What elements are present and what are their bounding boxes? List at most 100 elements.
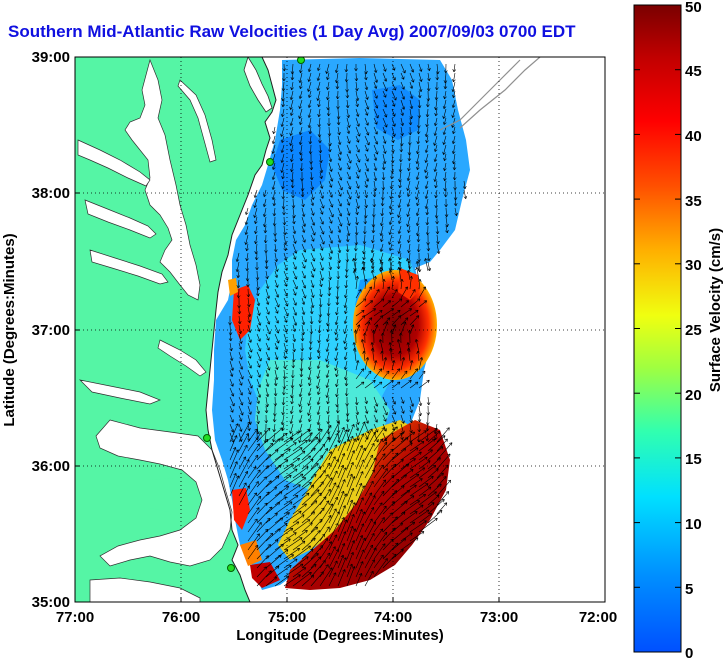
velocity-arrow [364, 117, 369, 126]
velocity-arrow [397, 243, 402, 254]
velocity-arrow [364, 308, 376, 317]
velocity-arrow [292, 450, 306, 461]
velocity-arrow [397, 198, 402, 208]
velocity-arrow [409, 275, 413, 290]
velocity-arrow [264, 252, 269, 264]
velocity-arrow [238, 360, 244, 370]
velocity-arrow [400, 300, 409, 308]
velocity-arrow [280, 162, 285, 173]
velocity-arrow [427, 431, 441, 443]
station-marker [297, 57, 305, 64]
velocity-arrow [373, 108, 379, 119]
velocity-arrow [415, 189, 420, 200]
velocity-arrow [380, 207, 385, 217]
velocity-arrow [236, 288, 241, 299]
velocity-arrow [300, 342, 304, 352]
velocity-arrow [272, 198, 277, 207]
velocity-arrow [281, 396, 286, 406]
velocity-arrow [407, 153, 412, 162]
velocity-arrow [292, 252, 297, 260]
velocity-arrow [310, 545, 324, 560]
velocity-arrow [463, 189, 468, 200]
velocity-arrow [416, 432, 421, 443]
velocity-arrow [290, 378, 295, 389]
velocity-arrow [373, 531, 388, 551]
velocity-arrow [355, 421, 366, 443]
velocity-arrow [443, 117, 447, 125]
velocity-arrow [264, 244, 268, 254]
velocity-arrow [283, 360, 287, 370]
velocity-arrow [400, 317, 409, 326]
velocity-arrow [337, 171, 343, 181]
velocity-arrow [400, 396, 405, 404]
velocity-arrow [299, 144, 303, 156]
velocity-arrow [272, 216, 277, 227]
velocity-arrow [418, 460, 431, 470]
velocity-arrow [281, 99, 286, 108]
velocity-arrow [433, 162, 438, 172]
velocity-arrow [427, 483, 442, 497]
velocity-arrow [391, 538, 407, 551]
velocity-arrow [364, 506, 375, 524]
velocity-arrow [274, 549, 289, 560]
colorbar-tick-label: 10 [685, 516, 702, 533]
velocity-arrow [346, 476, 356, 497]
velocity-arrow [319, 171, 323, 180]
velocity-arrow [409, 381, 419, 389]
velocity-arrow [364, 108, 369, 116]
velocity-arrow [382, 527, 396, 542]
velocity-arrow [433, 126, 438, 136]
velocity-arrow [316, 369, 321, 379]
velocity-arrow [436, 479, 451, 497]
velocity-arrow [301, 553, 319, 569]
velocity-arrow [364, 431, 376, 452]
velocity-arrow [265, 576, 277, 587]
velocity-arrow [418, 449, 433, 461]
velocity-arrow [292, 567, 307, 578]
velocity-arrow [301, 500, 318, 515]
velocity-arrow [337, 516, 345, 533]
velocity-arrow [256, 517, 271, 533]
velocity-arrow [417, 99, 422, 109]
velocity-arrow [310, 243, 315, 252]
velocity-arrow [397, 225, 402, 234]
velocity-arrow [326, 90, 330, 101]
velocity-arrow [343, 315, 348, 324]
velocity-arrow [300, 172, 304, 182]
chesapeake-bay [124, 58, 201, 301]
velocity-arrow [292, 279, 298, 290]
velocity-arrow [301, 436, 318, 452]
velocity-arrow [424, 153, 429, 163]
velocity-arrow [247, 428, 258, 443]
velocity-arrow [283, 270, 289, 281]
velocity-arrow [344, 72, 349, 83]
velocity-arrow [444, 207, 449, 218]
velocity-arrow [298, 432, 303, 443]
velocity-arrow [301, 225, 306, 233]
velocity-arrow [290, 396, 294, 405]
velocity-arrow [355, 275, 359, 290]
velocity-arrow [371, 329, 376, 344]
velocity-arrow [346, 198, 351, 206]
velocity-arrow [229, 414, 234, 423]
velocity-arrow [299, 369, 304, 378]
velocity-arrow [373, 502, 383, 515]
velocity-arrow [462, 180, 467, 190]
velocity-arrow [373, 162, 378, 171]
velocity-arrow [452, 126, 456, 135]
velocity-arrow [373, 171, 378, 182]
velocity-arrow [292, 243, 298, 254]
velocity-arrow [355, 381, 365, 389]
velocity-arrow [256, 360, 261, 368]
velocity-arrow [301, 522, 313, 533]
velocity-arrow [427, 63, 431, 72]
velocity-arrow [373, 517, 385, 533]
velocity-arrow [409, 478, 423, 488]
velocity-arrow [274, 523, 288, 533]
velocity-arrow [335, 81, 340, 90]
velocity-arrow [325, 369, 330, 378]
velocity-arrow [229, 461, 238, 479]
velocity-arrow [373, 381, 383, 389]
velocity-arrow [318, 297, 323, 308]
velocity-arrow [319, 436, 330, 452]
